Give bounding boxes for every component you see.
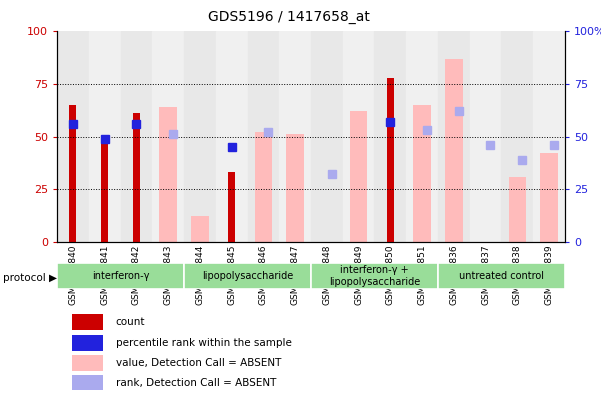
FancyBboxPatch shape xyxy=(72,375,103,390)
Bar xyxy=(152,31,184,242)
Bar xyxy=(287,134,304,242)
Text: interferon-γ +
lipopolysaccharide: interferon-γ + lipopolysaccharide xyxy=(329,265,420,287)
Bar xyxy=(501,31,533,242)
Bar xyxy=(343,31,374,242)
Bar xyxy=(216,31,248,242)
Bar xyxy=(445,59,463,242)
Bar xyxy=(438,31,470,242)
Bar xyxy=(540,153,558,242)
Bar xyxy=(374,31,406,242)
Text: rank, Detection Call = ABSENT: rank, Detection Call = ABSENT xyxy=(116,378,276,387)
Bar xyxy=(508,176,526,242)
Bar xyxy=(413,105,431,242)
Text: untreated control: untreated control xyxy=(459,271,544,281)
Bar xyxy=(279,31,311,242)
Text: GDS5196 / 1417658_at: GDS5196 / 1417658_at xyxy=(207,10,370,24)
FancyBboxPatch shape xyxy=(72,355,103,371)
Bar xyxy=(159,107,177,242)
Bar xyxy=(470,31,501,242)
Text: percentile rank within the sample: percentile rank within the sample xyxy=(116,338,291,348)
Text: protocol ▶: protocol ▶ xyxy=(3,273,57,283)
Text: interferon-γ: interferon-γ xyxy=(92,271,149,281)
Bar xyxy=(387,78,394,242)
Bar xyxy=(248,31,279,242)
Bar xyxy=(350,111,367,242)
Bar xyxy=(133,114,140,242)
Bar xyxy=(255,132,272,242)
Bar xyxy=(311,263,438,289)
FancyBboxPatch shape xyxy=(72,335,103,351)
Bar xyxy=(57,263,184,289)
Text: count: count xyxy=(116,317,145,327)
Bar xyxy=(228,172,235,242)
Bar xyxy=(533,31,565,242)
FancyBboxPatch shape xyxy=(72,314,103,330)
Bar xyxy=(191,217,209,242)
Bar xyxy=(438,263,565,289)
Bar xyxy=(311,31,343,242)
Bar xyxy=(70,105,76,242)
Bar xyxy=(184,263,311,289)
Bar xyxy=(57,31,89,242)
Bar xyxy=(406,31,438,242)
Bar xyxy=(121,31,152,242)
Text: lipopolysaccharide: lipopolysaccharide xyxy=(202,271,293,281)
Bar xyxy=(89,31,121,242)
Text: value, Detection Call = ABSENT: value, Detection Call = ABSENT xyxy=(116,358,281,368)
Bar xyxy=(184,31,216,242)
Bar xyxy=(101,139,108,242)
